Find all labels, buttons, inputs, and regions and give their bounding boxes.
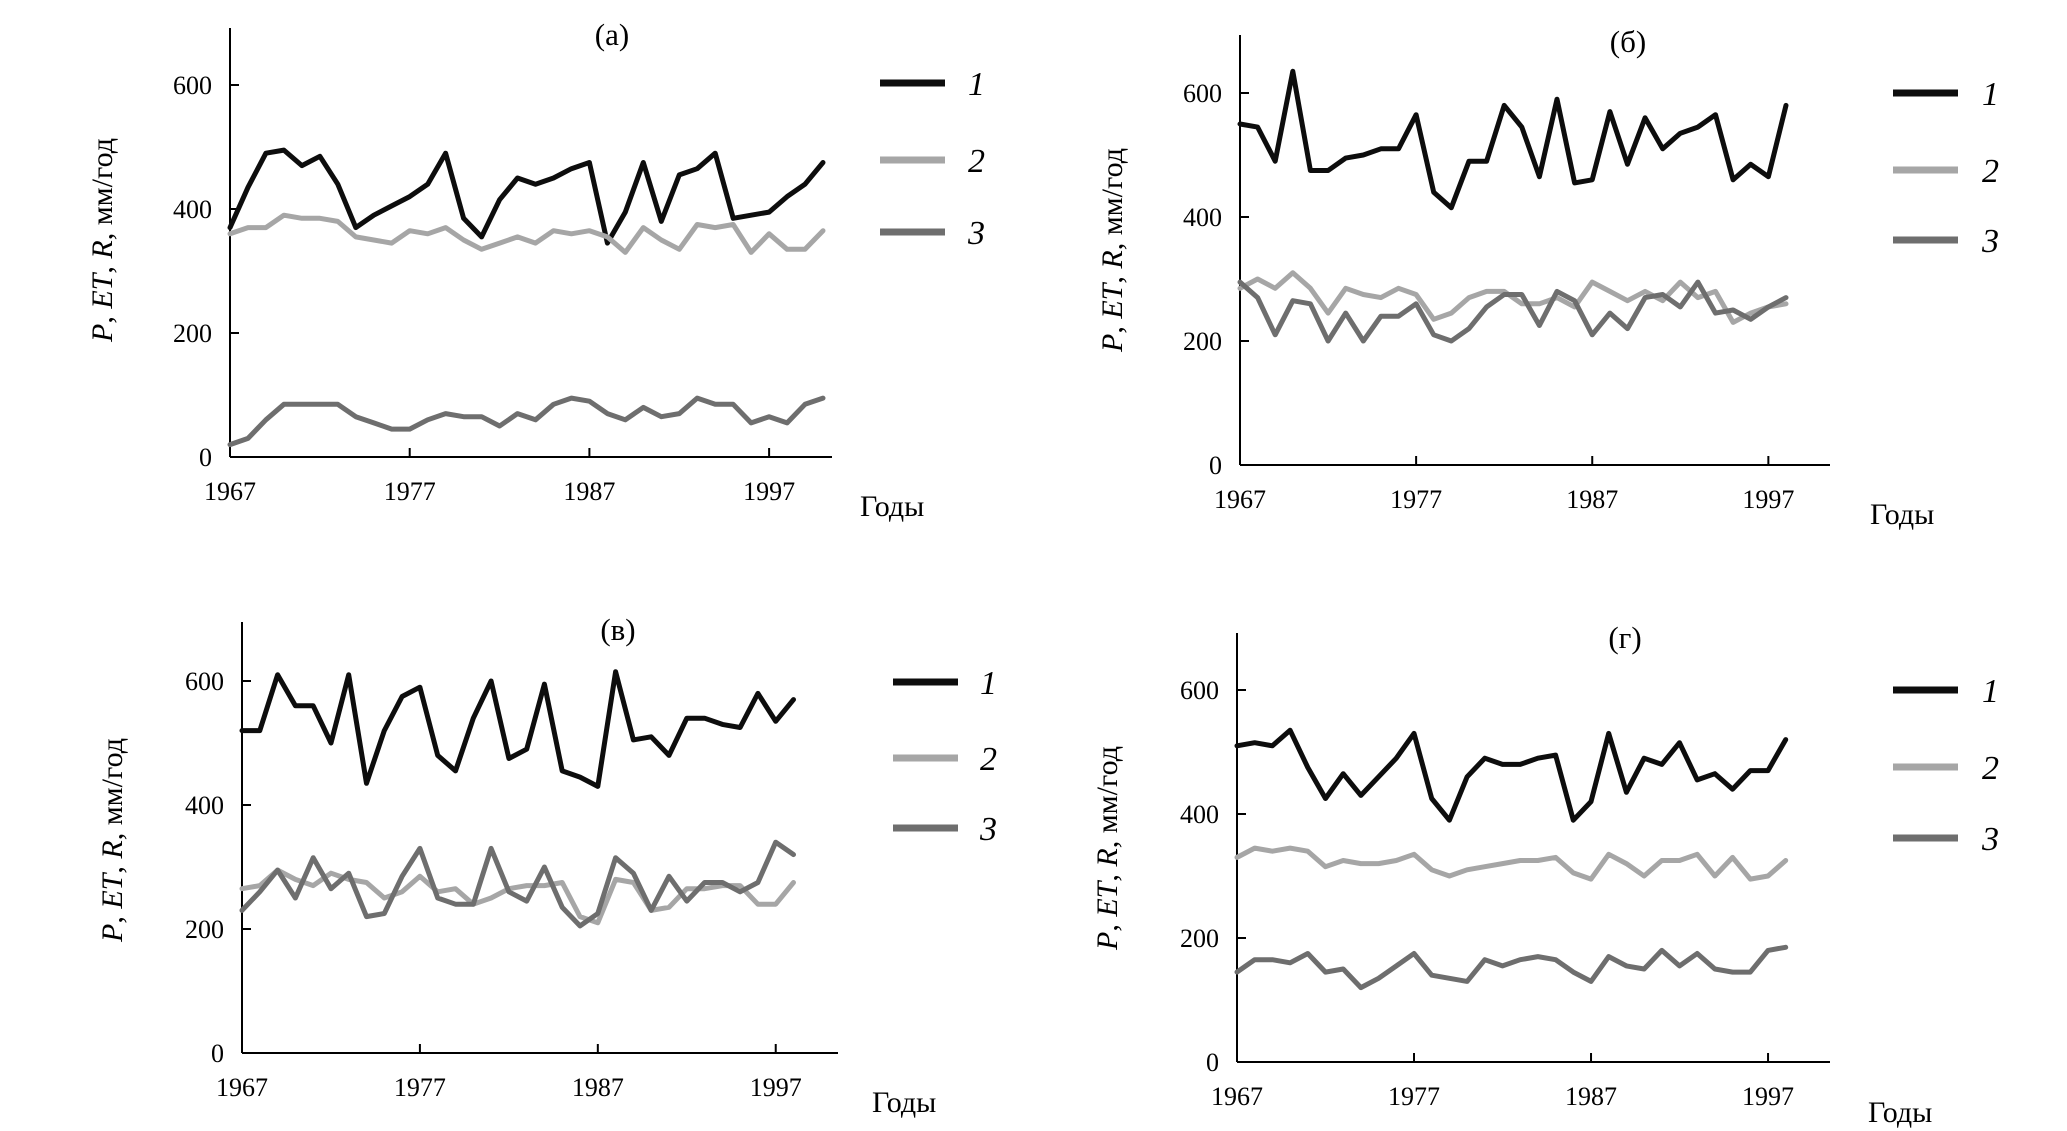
y-tick-label: 600 (1180, 676, 1219, 705)
legend-label-1: 1 (1982, 76, 1999, 113)
x-tick-label: 1997 (743, 477, 795, 506)
series-line-3 (1237, 279, 1789, 344)
x-tick-label: 1967 (1211, 1082, 1263, 1111)
legend-label-2: 2 (968, 143, 985, 180)
series-line-1 (239, 669, 796, 789)
legend-label-2: 2 (980, 741, 997, 778)
y-tick-label: 400 (1180, 800, 1219, 829)
x-tick-label: 1987 (1566, 485, 1618, 514)
x-axis-label: Годы (872, 1086, 936, 1119)
y-tick-label: 200 (173, 319, 212, 348)
x-tick-label: 1977 (394, 1073, 446, 1102)
panel-title: (г) (1608, 620, 1641, 655)
chart-panel-g: 0 200 400 600 1967 1977 1987 1997 (г) Годы P, ET, … (1091, 620, 1999, 1129)
panel-title: (б) (1610, 24, 1646, 59)
series-line-2 (1237, 270, 1789, 325)
panel-title: (а) (595, 17, 629, 52)
y-axis-label: P, ET, R, мм/год (86, 138, 119, 343)
legend-label-2: 2 (1982, 750, 1999, 787)
x-tick-label: 1997 (1742, 1082, 1794, 1111)
x-tick-label: 1997 (1742, 485, 1794, 514)
legend-label-1: 1 (968, 66, 985, 103)
x-axis-label: Годы (860, 490, 924, 523)
series-line-1 (1234, 727, 1789, 823)
series-line-3 (239, 839, 796, 929)
x-tick-label: 1977 (1390, 485, 1442, 514)
x-tick-label: 1967 (1214, 485, 1266, 514)
series-line-3 (1234, 944, 1789, 991)
y-axis-label: P, ET, R, мм/год (96, 738, 129, 943)
y-tick-label: 0 (1206, 1048, 1219, 1077)
x-tick-label: 1967 (216, 1073, 268, 1102)
y-tick-label: 200 (1180, 924, 1219, 953)
panel-title: (в) (600, 612, 635, 647)
series-line-1 (227, 147, 826, 246)
y-tick-label: 600 (173, 71, 212, 100)
legend-label-3: 3 (1981, 223, 1999, 260)
x-tick-label: 1987 (572, 1073, 624, 1102)
y-tick-label: 0 (211, 1039, 224, 1068)
x-tick-label: 1987 (1565, 1082, 1617, 1111)
legend-label-1: 1 (980, 665, 997, 702)
chart-panel-b: 0 200 400 600 1967 1977 1987 1997 (б) Годы P, ET, … (1096, 24, 1999, 531)
y-axis-label: P, ET, R, мм/год (1096, 148, 1129, 353)
y-tick-label: 0 (1209, 451, 1222, 480)
series-line-1 (1237, 68, 1789, 211)
y-tick-label: 400 (1183, 203, 1222, 232)
y-tick-label: 600 (185, 667, 224, 696)
legend-label-3: 3 (967, 215, 985, 252)
legend-label-2: 2 (1982, 153, 1999, 190)
y-tick-label: 200 (1183, 327, 1222, 356)
legend-label-3: 3 (1981, 821, 1999, 858)
x-tick-label: 1987 (563, 477, 615, 506)
x-axis-label: Годы (1870, 498, 1934, 531)
y-tick-label: 400 (185, 791, 224, 820)
x-tick-label: 1977 (384, 477, 436, 506)
y-tick-label: 0 (199, 443, 212, 472)
legend-label-3: 3 (979, 811, 997, 848)
y-axis-label: P, ET, R, мм/год (1091, 746, 1124, 951)
x-tick-label: 1997 (750, 1073, 802, 1102)
x-axis-label: Годы (1868, 1096, 1932, 1129)
x-tick-label: 1967 (204, 477, 256, 506)
series-line-2 (1234, 845, 1789, 882)
chart-panel-v: 0 200 400 600 1967 1977 1987 1997 (в) Годы P, ET, … (96, 612, 997, 1119)
legend-label-1: 1 (1982, 673, 1999, 710)
y-tick-label: 600 (1183, 79, 1222, 108)
series-line-3 (227, 395, 826, 448)
y-tick-label: 200 (185, 915, 224, 944)
series-line-2 (227, 212, 826, 255)
x-tick-label: 1977 (1388, 1082, 1440, 1111)
chart-panel-a: 0 200 400 600 1967 1977 1987 1997 (а) Годы P, ET, … (86, 17, 985, 523)
y-tick-label: 400 (173, 195, 212, 224)
